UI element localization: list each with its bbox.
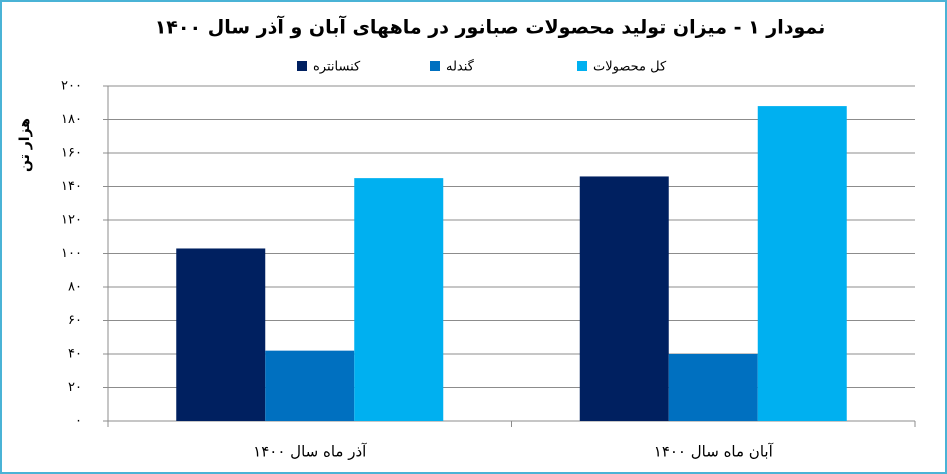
bar [579, 176, 669, 421]
y-tick-label: ۲۰۰ [61, 79, 82, 94]
legend-label: کنسانتره [313, 60, 361, 75]
x-tick-label: آبان ماه سال ۱۴۰۰ [654, 443, 774, 461]
legend-swatch [297, 61, 307, 71]
y-tick-label: ۸۰ [68, 280, 82, 295]
y-tick-label: ۲۰ [68, 380, 82, 395]
chart-title: نمودار ۱ - میزان تولید محصولات صبانور در… [155, 15, 826, 39]
y-axis-title: هزار تن [17, 118, 33, 172]
bar [265, 350, 355, 421]
legend-swatch [430, 61, 440, 71]
x-tick-label: آذر ماه سال ۱۴۰۰ [253, 443, 367, 461]
bar [176, 248, 266, 421]
y-tick-label: ۱۲۰ [61, 213, 82, 228]
y-tick-label: ۱۰۰ [61, 246, 82, 261]
legend-swatch [577, 61, 587, 71]
bar [354, 178, 444, 421]
y-tick-label: ۰ [75, 414, 82, 429]
y-tick-label: ۱۸۰ [61, 112, 82, 127]
bar [668, 354, 758, 421]
legend-label: کل محصولات [593, 60, 667, 75]
bar [757, 106, 847, 421]
y-tick-label: ۱۶۰ [61, 146, 82, 161]
y-tick-label: ۶۰ [68, 313, 82, 328]
legend-label: گندله [446, 59, 475, 75]
y-tick-label: ۴۰ [68, 347, 82, 362]
y-tick-label: ۱۴۰ [61, 179, 82, 194]
